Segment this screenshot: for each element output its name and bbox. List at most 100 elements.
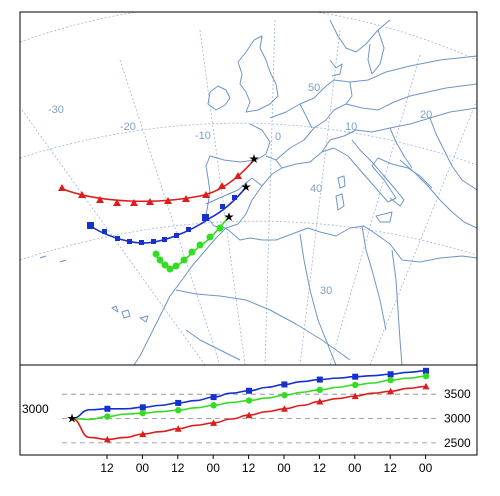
star-icon: [249, 154, 259, 164]
green-circle-marker: [188, 248, 196, 256]
lon-label: 10: [345, 121, 357, 133]
lon-label: 0: [275, 131, 281, 143]
circle-marker: [352, 381, 359, 389]
parallel-line: [20, 122, 477, 166]
lat-label: 30: [320, 285, 332, 297]
red-triangle-marker: [130, 199, 138, 206]
green-circle-marker: [180, 256, 188, 264]
x-tick-label: 12: [313, 461, 327, 475]
lon-label: 20: [420, 109, 432, 121]
x-tick-label: 00: [419, 461, 433, 475]
x-tick-label: 12: [171, 461, 185, 475]
red-triangle-marker: [182, 195, 190, 202]
border: [361, 225, 387, 331]
border: [389, 127, 413, 169]
border: [299, 233, 337, 365]
square-marker: [281, 381, 288, 388]
blue-square-marker: [232, 195, 237, 200]
coastline-canaries: [111, 305, 149, 323]
coastline-azores: [39, 255, 67, 263]
blue-square-marker: [102, 229, 107, 234]
red-triangle-marker: [58, 184, 66, 191]
y-tick-label: 3500: [444, 387, 471, 401]
lon-label: -30: [48, 104, 64, 116]
blue-square-marker: [151, 239, 156, 244]
coastline-iberia: [205, 155, 283, 229]
coastline-corsica: [337, 175, 346, 189]
border: [429, 117, 477, 191]
graticule: [20, 12, 477, 365]
red-triangle-marker: [113, 199, 121, 206]
star-icon: [67, 413, 77, 423]
red-triangle-marker: [234, 172, 242, 179]
x-tick-label: 12: [384, 461, 398, 475]
triangle-marker: [103, 435, 111, 443]
square-marker: [104, 405, 111, 412]
series-triangle: [71, 382, 430, 443]
coastline-france-west: [249, 123, 271, 161]
triangle-marker: [139, 430, 147, 438]
coastline-italy: [351, 139, 405, 207]
blue-square-marker: [115, 236, 120, 241]
x-tick-label: 12: [100, 461, 114, 475]
coastline-denmark: [329, 59, 343, 77]
square-marker: [246, 387, 252, 394]
x-tick-labels: 12 00 12 00 12 00 12 00 12 00: [100, 455, 433, 475]
coastline-continent-north: [269, 55, 477, 119]
coastline-balkans: [399, 159, 477, 229]
graticule-labels: -30 -20 -10 0 10 20 50 40 30: [48, 82, 432, 297]
y-tick-label: 2500: [444, 436, 471, 450]
border: [345, 83, 477, 111]
triangle-marker: [351, 392, 359, 400]
red-triangle-marker: [146, 198, 154, 205]
square-marker: [387, 371, 394, 378]
blue-square-marker: [139, 240, 144, 245]
coastline-ireland: [207, 85, 231, 111]
circle-marker: [422, 372, 430, 380]
map-panel: -30 -20 -10 0 10 20 50 40 30: [19, 11, 478, 366]
lat-label: 50: [308, 82, 320, 94]
square-marker: [139, 404, 146, 411]
x-tick-label: 00: [348, 461, 362, 475]
star-icon: [241, 182, 251, 192]
border: [185, 329, 241, 361]
square-marker: [352, 373, 359, 380]
triangle-marker: [387, 387, 395, 395]
series-square: [71, 367, 429, 420]
reference-lines: [62, 393, 440, 444]
triangle-marker: [316, 397, 324, 405]
start-height-label: 3000: [22, 402, 49, 416]
height-series: [67, 367, 430, 443]
green-circle-marker: [206, 233, 214, 241]
border: [321, 107, 477, 153]
trajectory-blue-markers: [87, 195, 237, 245]
red-triangle-marker: [78, 191, 86, 198]
border: [345, 81, 353, 105]
circle-marker: [245, 397, 253, 404]
lon-label: -20: [120, 121, 136, 133]
x-tick-label: 00: [277, 461, 291, 475]
red-triangle-marker: [202, 191, 210, 198]
lon-label: -10: [195, 130, 211, 142]
x-tick-label: 00: [207, 461, 221, 475]
coastlines: [39, 19, 477, 365]
circle-marker: [175, 407, 182, 414]
square-marker: [316, 376, 323, 383]
parallel-line: [20, 220, 477, 261]
square-marker: [423, 367, 429, 374]
border: [175, 289, 351, 361]
green-circle-marker: [161, 261, 169, 269]
y-tick-labels: 3500 3000 2500: [444, 387, 471, 450]
coastline-morocco: [133, 227, 227, 365]
parallel-line: [20, 12, 477, 61]
circle-marker: [104, 413, 111, 420]
triangle-marker: [210, 419, 218, 426]
meridian-line: [119, 59, 221, 365]
blue-square-marker: [186, 227, 191, 232]
triangle-marker: [422, 382, 430, 390]
coastline-north-africa: [225, 225, 477, 263]
circle-marker: [210, 402, 217, 409]
coastline-sardinia: [335, 193, 345, 211]
star-icon: [224, 212, 234, 222]
map-trajectories: [58, 154, 259, 273]
